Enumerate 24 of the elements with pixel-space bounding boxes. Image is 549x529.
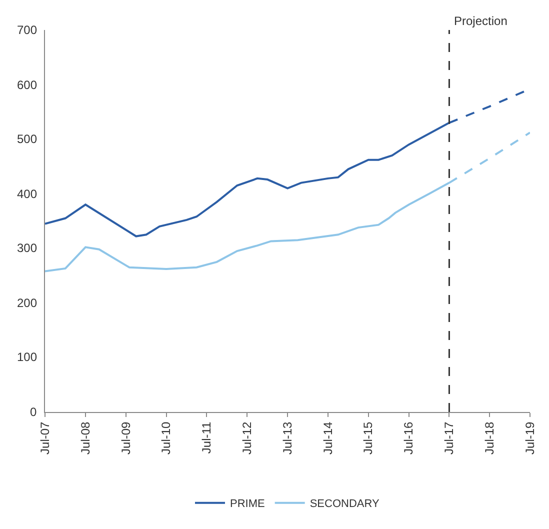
- x-tick-label: Jul-16: [402, 421, 416, 454]
- y-tick-label: 200: [17, 296, 38, 310]
- x-tick-label: Jul-12: [240, 421, 254, 454]
- y-tick-label: 0: [30, 405, 37, 419]
- x-tick-label: Jul-11: [200, 421, 214, 454]
- x-tick-label: Jul-19: [522, 421, 537, 454]
- y-tick-label: 400: [17, 187, 38, 201]
- y-tick-label: 700: [17, 23, 38, 37]
- x-tick-label: Jul-18: [482, 421, 497, 454]
- x-tick-label: Jul-09: [118, 421, 133, 454]
- x-tick-label: Jul-15: [361, 421, 376, 454]
- y-tick-label: 300: [17, 241, 38, 255]
- y-tick-label: 600: [17, 78, 38, 92]
- x-tick-label: Jul-07: [38, 421, 52, 454]
- y-tick-label: 500: [17, 132, 38, 146]
- x-tick-label: Jul-13: [280, 421, 294, 454]
- legend-label: PRIME: [230, 498, 265, 510]
- x-tick-label: Jul-17: [442, 421, 456, 454]
- x-tick-label: Jul-10: [159, 421, 174, 454]
- y-tick-label: 100: [17, 350, 38, 364]
- ref-line-label: Projection: [454, 14, 508, 28]
- x-tick-label: Jul-14: [320, 421, 335, 454]
- legend-label: SECONDARY: [310, 498, 380, 510]
- x-tick-label: Jul-08: [78, 421, 92, 454]
